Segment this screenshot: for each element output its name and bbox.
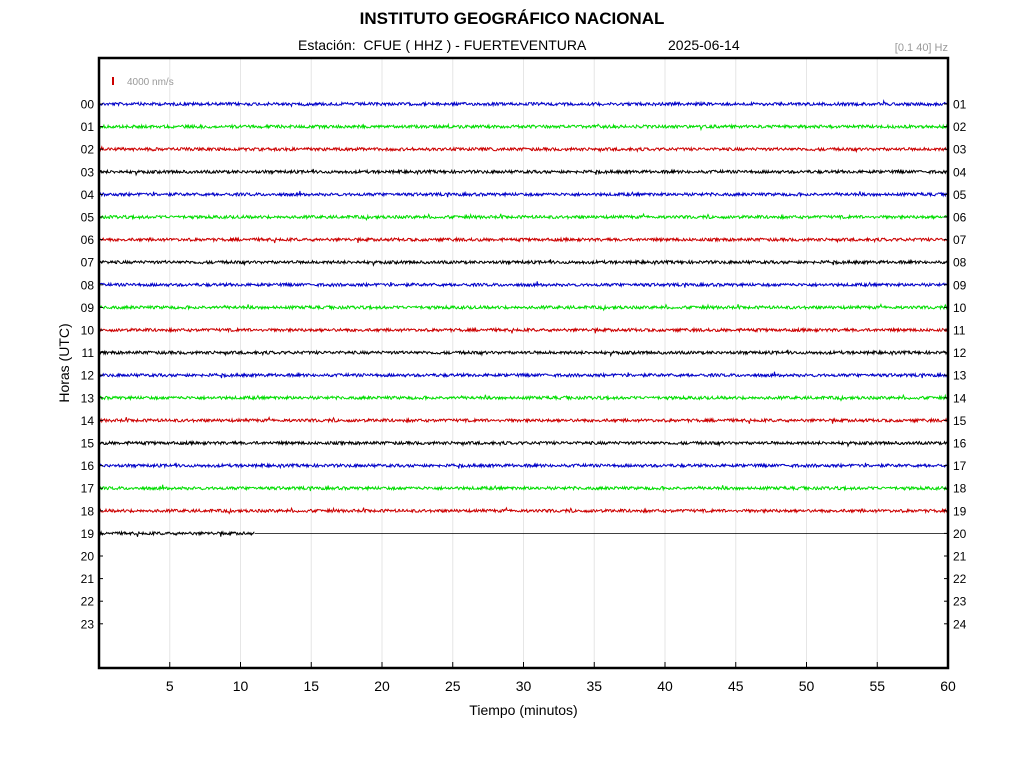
trace-hour-02 [98,145,948,154]
station-label: Estación: [298,37,356,53]
y-tick-label-right: 23 [953,595,967,609]
y-tick-label-left: 04 [81,188,95,202]
trace-hour-19 [98,529,255,537]
y-tick-label-right: 03 [953,143,967,157]
x-tick-label: 10 [233,678,249,694]
y-tick-label-left: 02 [81,143,95,157]
trace-hour-18 [98,506,948,515]
date-label: 2025-06-14 [668,37,740,53]
y-tick-label-left: 13 [81,391,95,405]
trace-hour-07 [98,258,948,267]
scale-bar-label: 4000 nm/s [127,77,174,88]
y-tick-label-left: 10 [81,324,95,338]
scale-bar [112,77,114,85]
y-tick-label-right: 21 [953,550,967,564]
y-tick-label-right: 16 [953,437,967,451]
trace-hour-16 [98,462,948,470]
trace-hour-08 [98,281,948,289]
y-tick-label-right: 17 [953,459,967,473]
trace-hour-06 [98,236,948,244]
x-axis-label: Tiempo (minutos) [469,702,577,718]
x-tick-label: 35 [586,678,602,694]
trace-hour-13 [98,393,948,402]
y-tick-label-right: 10 [953,301,967,315]
y-tick-label-right: 15 [953,414,967,428]
chart-title: INSTITUTO GEOGRÁFICO NACIONAL [359,9,665,28]
x-tick-label: 55 [869,678,885,694]
y-tick-label-right: 13 [953,369,967,383]
y-tick-label-right: 08 [953,256,967,270]
y-axis-label: Horas (UTC) [56,323,72,402]
trace-hour-12 [98,371,948,379]
x-tick-label: 30 [516,678,532,694]
y-tick-label-right: 18 [953,482,967,496]
y-tick-label-left: 11 [82,346,95,360]
y-tick-label-left: 08 [81,278,95,292]
x-tick-label: 5 [166,678,174,694]
y-tick-label-left: 03 [81,165,95,179]
x-tick-label: 15 [303,678,319,694]
x-tick-label: 20 [374,678,390,694]
y-tick-label-right: 01 [953,98,967,112]
y-tick-label-left: 20 [81,550,95,564]
x-tick-label: 25 [445,678,461,694]
x-tick-label: 45 [728,678,744,694]
y-tick-label-right: 12 [953,346,967,360]
trace-hour-03 [98,168,948,177]
y-tick-label-left: 18 [81,504,95,518]
y-tick-label-left: 05 [81,211,95,225]
y-tick-label-left: 07 [81,256,95,270]
trace-hour-17 [98,484,948,492]
trace-hour-15 [98,439,948,448]
y-tick-label-right: 07 [953,233,967,247]
y-tick-label-right: 09 [953,278,967,292]
trace-hour-01 [98,122,948,132]
y-tick-label-left: 12 [81,369,95,383]
y-tick-label-right: 19 [953,504,967,518]
y-tick-label-right: 11 [953,324,966,338]
y-tick-label-right: 04 [953,165,967,179]
y-tick-label-right: 24 [953,617,967,631]
trace-hour-00 [98,99,948,108]
y-tick-label-left: 16 [81,459,95,473]
y-tick-label-right: 05 [953,188,967,202]
trace-hour-10 [98,326,948,334]
x-tick-label: 40 [657,678,673,694]
y-tick-label-left: 09 [81,301,95,315]
trace-hour-09 [98,303,948,312]
station-info: Estación: CFUE ( HHZ ) - FUERTEVENTURA [298,37,586,53]
y-tick-label-left: 17 [81,482,95,496]
y-tick-label-left: 23 [81,617,95,631]
trace-hour-11 [98,349,948,358]
trace-hour-05 [98,212,948,221]
x-tick-label: 50 [799,678,815,694]
y-tick-label-left: 06 [81,233,95,247]
trace-hour-04 [98,190,948,198]
y-tick-label-right: 22 [953,572,967,586]
y-tick-label-left: 21 [81,572,95,586]
y-tick-label-left: 00 [81,98,95,112]
y-tick-label-left: 22 [81,595,95,609]
trace-hour-14 [98,416,948,424]
y-tick-label-left: 15 [81,437,95,451]
station-name: CFUE ( HHZ ) - FUERTEVENTURA [363,37,587,53]
filter-label: [0.1 40] Hz [894,42,948,54]
y-tick-label-left: 19 [81,527,95,541]
x-tick-label: 60 [940,678,956,694]
y-tick-label-left: 14 [81,414,95,428]
y-tick-label-right: 20 [953,527,967,541]
y-tick-label-right: 06 [953,211,967,225]
y-tick-label-right: 14 [953,391,967,405]
y-tick-label-right: 02 [953,120,967,134]
y-tick-label-left: 01 [81,120,95,134]
